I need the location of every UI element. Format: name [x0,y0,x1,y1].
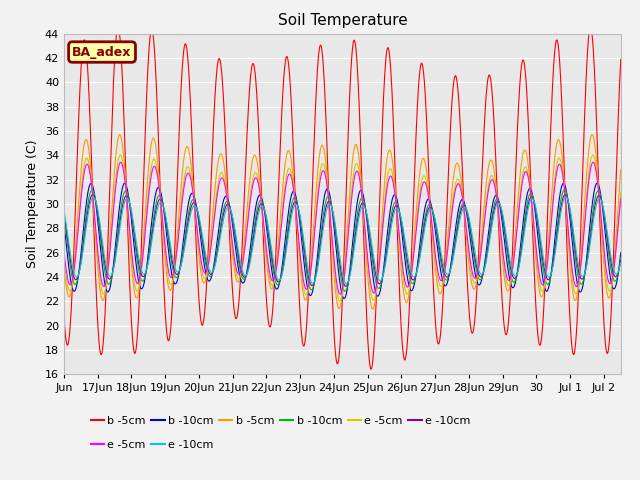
e -5cm [187,172,195,178]
e -10cm [342,281,350,287]
e -10cm [491,204,499,210]
e -5cm [410,248,418,253]
b -10cm [410,283,418,288]
e -10cm [60,211,68,216]
e -5cm [589,159,597,165]
b -10cm [410,279,418,285]
e -10cm [344,280,351,286]
e -10cm [60,208,68,214]
b -5cm [491,128,499,133]
Text: BA_adex: BA_adex [72,46,132,59]
b -10cm [121,180,129,186]
b -10cm [491,194,499,200]
Line: b -10cm: b -10cm [64,190,621,291]
e -10cm [341,283,349,288]
b -5cm [186,156,194,162]
b -5cm [340,235,348,241]
Legend: e -5cm, e -10cm: e -5cm, e -10cm [86,435,218,454]
e -5cm [410,251,418,257]
b -5cm [410,241,418,247]
e -10cm [410,276,418,282]
e -5cm [337,291,344,297]
e -10cm [556,216,564,222]
b -10cm [617,250,625,255]
e -5cm [556,156,564,162]
b -10cm [556,205,563,211]
b -5cm [617,167,625,173]
e -10cm [344,282,351,288]
b -10cm [60,220,68,226]
e -10cm [491,208,499,214]
b -5cm [587,24,595,30]
e -10cm [341,279,349,285]
b -5cm [343,171,351,177]
b -10cm [344,287,351,292]
e -10cm [617,257,625,263]
b -10cm [617,255,625,261]
b -10cm [341,295,349,300]
b -10cm [60,213,68,219]
Line: e -5cm: e -5cm [64,155,621,301]
e -10cm [410,274,418,280]
Line: e -10cm: e -10cm [64,194,621,287]
b -5cm [588,132,596,138]
e -5cm [186,175,194,180]
b -10cm [186,202,194,207]
Line: e -10cm: e -10cm [64,197,621,284]
e -5cm [491,182,499,188]
Line: e -5cm: e -5cm [64,162,621,294]
b -10cm [341,288,349,294]
e -5cm [336,298,344,304]
e -5cm [60,254,68,260]
b -5cm [617,57,625,62]
e -10cm [617,259,625,265]
Line: b -5cm: b -5cm [64,135,621,309]
b -5cm [556,58,563,64]
b -5cm [369,306,376,312]
b -5cm [340,265,348,271]
e -5cm [60,248,68,254]
b -10cm [187,192,195,198]
e -5cm [344,241,351,247]
b -5cm [367,366,375,372]
e -5cm [617,196,625,202]
b -10cm [491,201,499,206]
Line: b -10cm: b -10cm [64,183,621,299]
e -5cm [341,266,349,272]
b -10cm [340,296,348,301]
b -5cm [60,313,68,319]
Title: Soil Temperature: Soil Temperature [278,13,407,28]
b -5cm [491,170,499,176]
b -10cm [343,286,351,291]
b -10cm [556,192,564,198]
e -10cm [187,206,195,212]
b -10cm [340,288,348,294]
e -10cm [556,211,564,216]
b -5cm [410,191,418,196]
b -5cm [60,262,68,268]
e -5cm [343,247,351,252]
e -5cm [341,268,349,274]
b -5cm [186,98,194,104]
e -5cm [617,189,625,195]
e -10cm [90,194,97,200]
e -5cm [116,152,124,158]
e -10cm [187,211,195,217]
e -10cm [89,192,97,197]
e -5cm [491,181,499,187]
e -5cm [556,161,563,167]
b -5cm [556,138,563,144]
Y-axis label: Soil Temperature (C): Soil Temperature (C) [26,140,39,268]
b -10cm [561,187,568,193]
Line: b -5cm: b -5cm [64,27,621,369]
b -5cm [343,235,351,240]
e -10cm [342,284,349,289]
